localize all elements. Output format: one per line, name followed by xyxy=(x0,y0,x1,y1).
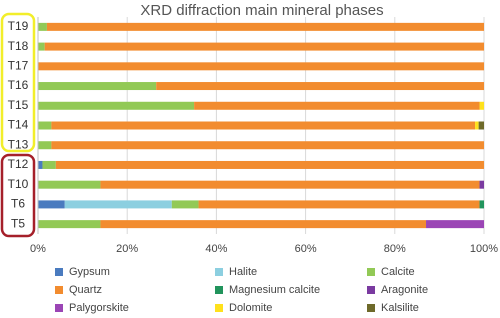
y-tick-label: T19 xyxy=(8,19,29,33)
bar-segment xyxy=(51,121,476,130)
x-tick-label: 60% xyxy=(295,243,317,255)
y-tick-label: T13 xyxy=(8,137,29,151)
y-tick-label: T14 xyxy=(8,118,29,132)
bar-segment xyxy=(478,121,484,130)
y-tick-label: T6 xyxy=(11,197,25,211)
legend-label: Kalsilite xyxy=(381,302,419,314)
bar-segment xyxy=(55,160,485,169)
bar-segment xyxy=(38,141,52,150)
legend-swatch xyxy=(215,286,223,294)
bar-segment xyxy=(479,200,484,209)
group-box xyxy=(0,153,36,238)
bar-segment xyxy=(198,200,480,209)
legend-swatch xyxy=(367,286,375,294)
bar-segment xyxy=(194,101,480,110)
bar-segment xyxy=(64,200,172,209)
chart-title: XRD diffraction main mineral phases xyxy=(140,2,383,19)
legend-swatch xyxy=(367,268,375,276)
y-tick-label: T10 xyxy=(8,177,29,191)
bar-segment xyxy=(479,180,484,189)
bar-segment xyxy=(38,180,101,189)
bar-segment xyxy=(171,200,199,209)
legend-swatch xyxy=(215,268,223,276)
legend-swatch xyxy=(55,268,63,276)
bar-segment xyxy=(44,42,484,51)
y-tick-label: T16 xyxy=(8,78,29,92)
x-tick-label: 20% xyxy=(116,243,138,255)
bar-segment xyxy=(38,200,65,209)
legend-label: Calcite xyxy=(381,266,415,278)
bar-segment xyxy=(51,141,484,150)
y-tick-label: T17 xyxy=(8,58,29,72)
legend-swatch xyxy=(367,304,375,312)
bar-segment xyxy=(42,160,56,169)
bar-segment xyxy=(38,160,43,169)
legend-label: Aragonite xyxy=(381,284,428,296)
group-box xyxy=(0,12,36,153)
bar-segment xyxy=(38,82,157,91)
legend-label: Gypsum xyxy=(69,266,110,278)
bar-segment xyxy=(100,180,480,189)
bar-segment xyxy=(38,62,484,71)
x-tick-label: 0% xyxy=(30,243,46,255)
legend-swatch xyxy=(55,304,63,312)
bar-segment xyxy=(38,42,45,51)
bar-segment xyxy=(100,220,427,229)
legend-label: Palygorskite xyxy=(69,302,129,314)
bar-segment xyxy=(475,121,479,130)
legend-label: Halite xyxy=(229,266,257,278)
bar-segment xyxy=(426,220,484,229)
x-tick-label: 40% xyxy=(205,243,227,255)
legend-label: Dolomite xyxy=(229,302,272,314)
bar-segment xyxy=(479,101,484,110)
y-tick-label: T5 xyxy=(11,216,25,230)
bar-segment xyxy=(156,82,484,91)
legend-swatch xyxy=(55,286,63,294)
bar-segment xyxy=(46,22,485,31)
bar-segment xyxy=(38,22,47,31)
legend-label: Magnesium calcite xyxy=(229,284,320,296)
bar-segment xyxy=(38,101,195,110)
legend-swatch xyxy=(215,304,223,312)
x-tick-label: 100% xyxy=(470,243,498,255)
y-tick-label: T15 xyxy=(8,98,29,112)
y-tick-label: T18 xyxy=(8,39,29,53)
bar-segment xyxy=(38,220,101,229)
bar-segment xyxy=(38,121,52,130)
legend-label: Quartz xyxy=(69,284,102,296)
x-tick-label: 80% xyxy=(384,243,406,255)
y-tick-label: T12 xyxy=(8,157,29,171)
